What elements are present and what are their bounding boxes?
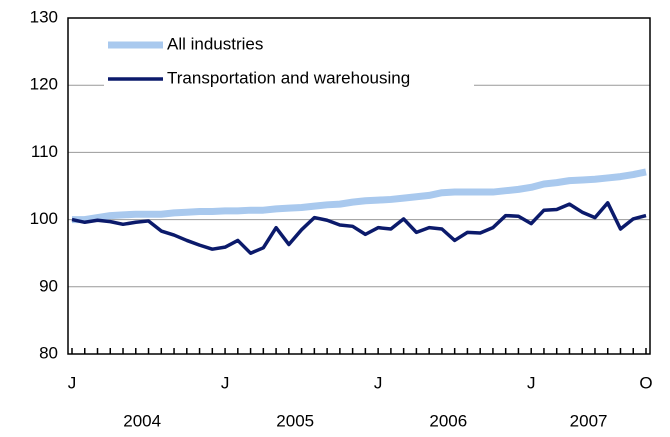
y-tick-label: 110	[31, 142, 58, 161]
y-tick-label: 90	[39, 276, 58, 295]
plot-frame	[67, 17, 651, 355]
series-line	[71, 201, 647, 255]
x-tick-label: J	[527, 373, 536, 392]
x-group-label: 2007	[570, 411, 608, 430]
x-tick-label: J	[221, 373, 230, 392]
x-group-label: 2004	[123, 411, 161, 430]
legend-background	[104, 31, 474, 59]
x-tick-label: J	[68, 373, 77, 392]
y-tick-label: 100	[30, 209, 58, 228]
y-tick-label: 80	[39, 343, 58, 362]
x-group-label: 2005	[276, 411, 314, 430]
legend-label: All industries	[167, 34, 263, 53]
legend-background	[104, 65, 474, 93]
series-line	[72, 168, 647, 224]
x-tick-label: O	[639, 373, 652, 392]
x-group-label: 2006	[429, 411, 467, 430]
legend-label: Transportation and warehousing	[167, 68, 410, 87]
y-tick-label: 130	[30, 7, 58, 26]
y-tick-label: 120	[30, 75, 58, 94]
x-tick-label: J	[374, 373, 383, 392]
